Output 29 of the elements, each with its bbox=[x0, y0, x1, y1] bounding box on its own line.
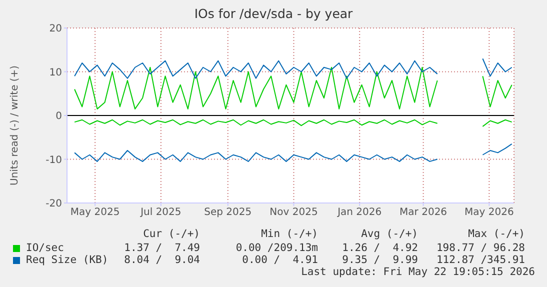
text: 0.00 / 4.91 bbox=[242, 254, 318, 266]
text: Cur (-/+) bbox=[142, 228, 200, 240]
x-tick-label: Jan 2026 bbox=[336, 207, 382, 218]
x-tick-label: Mar 2026 bbox=[400, 207, 448, 218]
y-tick-label: 20 bbox=[49, 24, 62, 35]
legend-label: IO/sec bbox=[26, 242, 64, 254]
y-tick-label: 0 bbox=[56, 111, 62, 122]
x-tick-label: Nov 2025 bbox=[270, 207, 318, 218]
x-tick-label: May 2025 bbox=[70, 207, 120, 218]
text: 1.26 / 4.92 bbox=[342, 242, 418, 254]
text: Max (-/+) bbox=[468, 228, 525, 240]
text: 1.37 / 7.49 bbox=[123, 242, 200, 254]
text: Avg (-/+) bbox=[361, 228, 418, 240]
text: Min (-/+) bbox=[261, 228, 318, 240]
text: 0.00 /209.13m bbox=[236, 242, 318, 254]
y-axis-title: Units read (-) / write (+) bbox=[10, 65, 21, 186]
text: Last update: Fri May 22 19:05:15 2026 bbox=[300, 266, 535, 278]
text: 9.35 / 9.99 bbox=[342, 254, 418, 266]
x-tick-label: May 2026 bbox=[464, 207, 514, 218]
text: 198.77 / 96.28 bbox=[436, 242, 525, 254]
chart-title: IOs for /dev/sda - by year bbox=[193, 6, 354, 21]
text: 112.87 /345.91 bbox=[436, 254, 525, 266]
x-tick-label: Jul 2025 bbox=[140, 207, 182, 218]
y-tick-label: -20 bbox=[46, 198, 62, 210]
y-tick-label: 10 bbox=[49, 67, 62, 78]
legend-label: Req Size (KB) bbox=[26, 254, 108, 266]
y-tick-label: -10 bbox=[46, 154, 62, 166]
text: 8.04 / 9.04 bbox=[124, 254, 200, 266]
x-tick-label: Sep 2025 bbox=[204, 207, 252, 218]
